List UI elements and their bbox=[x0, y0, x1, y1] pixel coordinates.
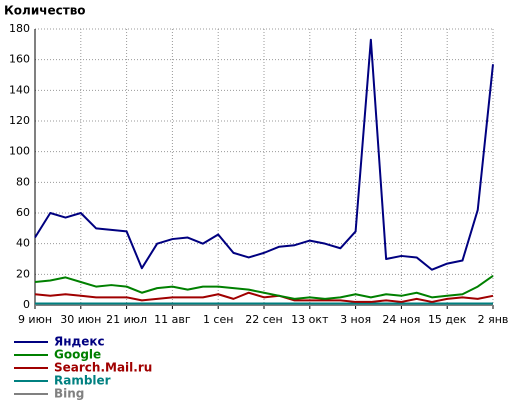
y-tick-label: 180 bbox=[9, 22, 30, 35]
y-tick-label: 40 bbox=[16, 237, 30, 250]
x-tick-label: 11 авг bbox=[154, 313, 191, 326]
x-tick-label: 15 дек bbox=[428, 313, 467, 326]
y-tick-label: 80 bbox=[16, 175, 30, 188]
y-tick-label: 0 bbox=[23, 298, 30, 311]
y-tick-label: 60 bbox=[16, 206, 30, 219]
x-tick-label: 2 янв bbox=[478, 313, 509, 326]
x-tick-label: 24 ноя bbox=[382, 313, 420, 326]
legend-label: Bing bbox=[54, 387, 84, 401]
y-tick-label: 20 bbox=[16, 267, 30, 280]
legend-label: Search.Mail.ru bbox=[54, 361, 152, 375]
x-tick-label: 22 сен bbox=[245, 313, 283, 326]
legend-label: Яндекс bbox=[54, 335, 105, 349]
series-line bbox=[34, 275, 494, 300]
x-tick-label: 13 окт bbox=[291, 313, 329, 326]
x-tick-label: 1 сен bbox=[203, 313, 234, 326]
y-tick-label: 100 bbox=[9, 145, 30, 158]
x-tick-label: 21 июл bbox=[106, 313, 147, 326]
x-tick-label: 3 ноя bbox=[340, 313, 371, 326]
series-line bbox=[34, 38, 494, 271]
x-tick-label: 9 июн bbox=[18, 313, 52, 326]
legend-label: Google bbox=[54, 348, 101, 362]
chart-title: Количество bbox=[4, 4, 86, 18]
y-tick-label: 140 bbox=[9, 83, 30, 96]
series-line bbox=[34, 291, 494, 303]
y-tick-label: 120 bbox=[9, 114, 30, 127]
y-tick-label: 160 bbox=[9, 53, 30, 66]
x-tick-label: 30 июн bbox=[60, 313, 101, 326]
legend-label: Rambler bbox=[54, 374, 111, 388]
